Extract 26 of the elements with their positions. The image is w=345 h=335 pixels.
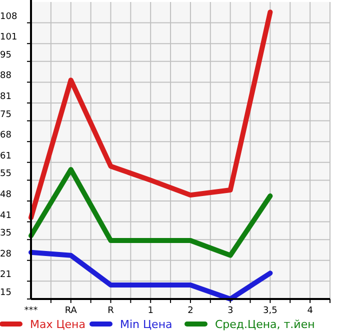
x-tick-label: *** (24, 306, 38, 316)
y-tick-label: 101 (0, 32, 18, 43)
y-tick-label: 28 (0, 249, 12, 260)
y-tick-label: 68 (0, 130, 12, 141)
x-tick-label: 1 (148, 306, 154, 316)
y-tick-label: 88 (0, 71, 12, 82)
y-tick-label: 55 (0, 169, 12, 180)
y-tick-label: 75 (0, 110, 12, 120)
x-tick-label: 4 (307, 306, 314, 316)
y-tick-label: 61 (0, 151, 12, 162)
y-tick-label: 21 (0, 270, 12, 280)
y-tick-label: 41 (0, 210, 12, 221)
y-tick-label: 15 (0, 288, 12, 298)
y-tick-label: 108 (0, 12, 18, 22)
legend-label: Min Цена (120, 318, 172, 331)
y-tick-label: 48 (0, 190, 12, 200)
legend-label: Max Цена (30, 318, 86, 331)
x-tick-label: 3,5 (263, 306, 278, 316)
legend-label: Сред.Цена, т.йен (215, 318, 315, 331)
y-tick-label: 81 (0, 92, 12, 102)
y-tick-label: 95 (0, 50, 12, 60)
x-tick-label: RA (64, 306, 78, 316)
x-tick-label: 2 (188, 306, 194, 316)
x-tick-label: R (108, 306, 114, 316)
x-tick-label: 3 (227, 306, 234, 316)
y-tick-label: 35 (0, 228, 12, 239)
